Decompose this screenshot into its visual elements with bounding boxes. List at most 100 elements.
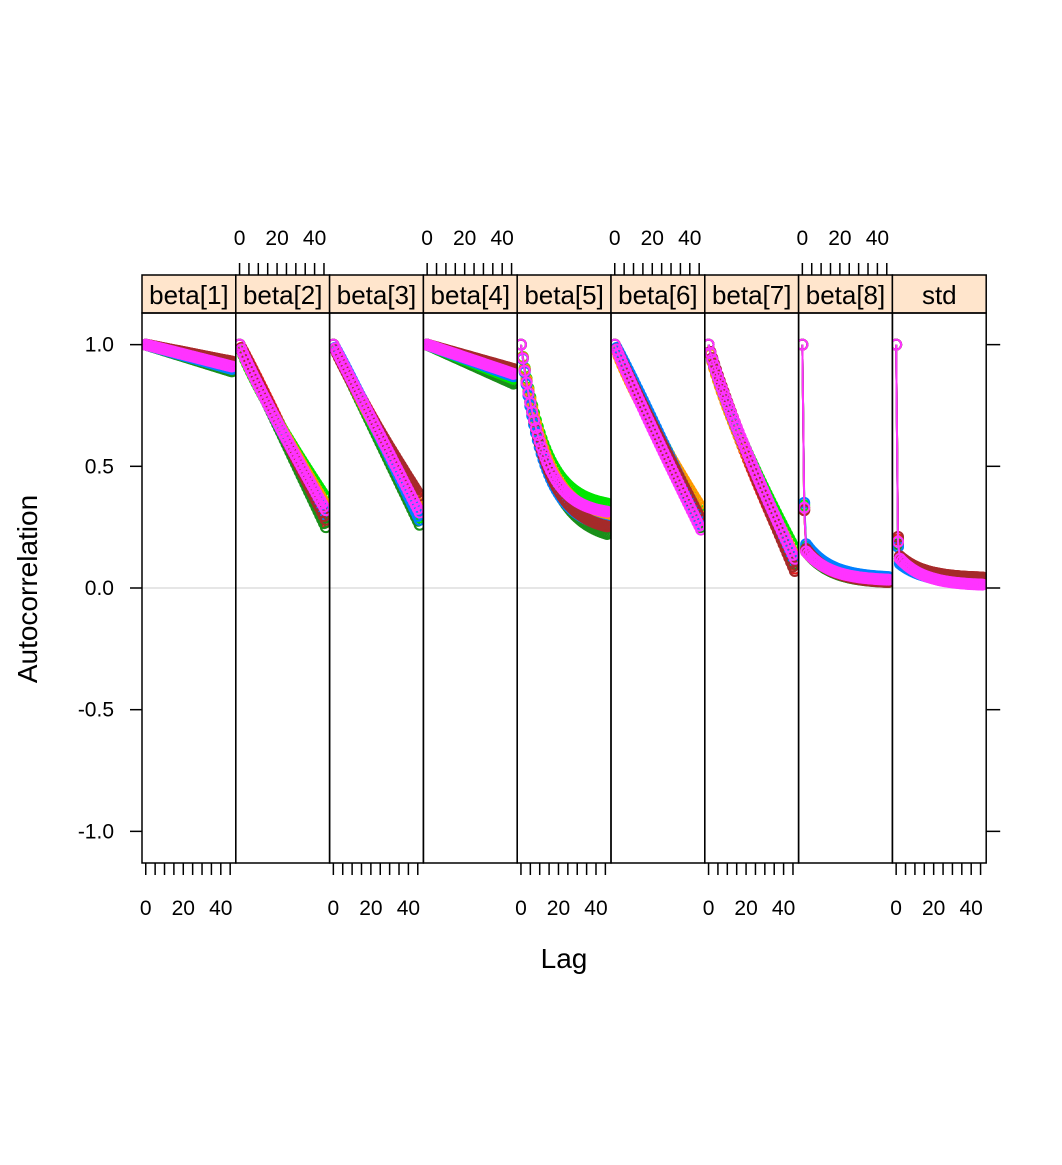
x-tick-label: 20 [359, 897, 382, 920]
chain-point [788, 552, 799, 565]
chain-point [695, 523, 705, 536]
chain-point [319, 521, 330, 534]
x-tick-label: 40 [584, 897, 607, 920]
x-tick-label: 20 [453, 227, 476, 250]
x-tick-label: 40 [772, 897, 795, 920]
y-tick-label: 1.0 [85, 334, 114, 357]
strip-label-beta[8]: beta[8] [806, 280, 886, 310]
panel-data [517, 338, 612, 540]
x-tick-label: 0 [890, 897, 902, 920]
chain-point [526, 406, 539, 419]
x-tick-label: 40 [866, 227, 889, 250]
chain-point [798, 338, 809, 351]
chain-point [713, 376, 726, 389]
strip-label-beta[1]: beta[1] [149, 280, 229, 310]
panel-beta[8]: beta[8] 0 20 40 [797, 227, 894, 864]
chain-point [708, 359, 721, 372]
chain-line [801, 344, 889, 581]
panel-beta[7]: beta[7] 0 20 40 [703, 274, 800, 920]
x-tick-label: 40 [303, 227, 326, 250]
chain-point [531, 428, 544, 441]
x-tick-label: 0 [328, 897, 340, 920]
x-tick-label: 0 [797, 227, 809, 250]
chain-line [895, 344, 983, 579]
panel-data [423, 338, 518, 390]
chain-point [528, 414, 541, 427]
chain-point [517, 338, 527, 351]
chain-line [895, 344, 983, 584]
chain-line [801, 344, 889, 579]
chain-point [529, 421, 542, 434]
x-tick-label: 20 [734, 897, 757, 920]
x-tick-label: 20 [172, 897, 195, 920]
chain-point [715, 381, 728, 394]
strip-label-beta[4]: beta[4] [431, 280, 511, 310]
chain-point [535, 441, 548, 454]
strip-background [797, 274, 894, 314]
strip-label-std: std [922, 280, 957, 310]
x-tick-label: 0 [703, 897, 715, 920]
panel-beta[3]: beta[3] 0 20 40 [328, 274, 425, 920]
chain-point [413, 506, 424, 519]
strip-background [141, 274, 237, 314]
chain-point [711, 371, 724, 384]
panel-data [798, 338, 893, 589]
y-axis-title: Autocorrelation [12, 495, 43, 683]
strip-label-beta[3]: beta[3] [337, 280, 417, 310]
chain-point [413, 513, 424, 526]
x-tick-label: 40 [209, 897, 232, 920]
chain-line [801, 344, 889, 581]
chain-point [226, 360, 236, 373]
x-tick-label: 40 [960, 897, 983, 920]
panel-data [704, 338, 799, 577]
chain-point [892, 338, 903, 351]
y-tick-label: 0.5 [85, 455, 114, 478]
x-tick-label: 40 [491, 227, 514, 250]
strip-background [422, 274, 518, 314]
x-tick-label: 40 [678, 227, 701, 250]
strip-label-beta[7]: beta[7] [712, 280, 792, 310]
x-axis-title: Lag [541, 943, 588, 974]
chain-point [704, 338, 715, 351]
x-tick-label: 20 [922, 897, 945, 920]
x-tick-label: 20 [547, 897, 570, 920]
panel-data [142, 338, 236, 378]
chain-point [706, 353, 719, 366]
strip-label-beta[2]: beta[2] [243, 280, 323, 310]
chain-point [601, 520, 612, 533]
panel-beta[6]: beta[6] 0 20 40 [609, 227, 706, 864]
chain-line [895, 344, 983, 581]
x-tick-label: 40 [397, 897, 420, 920]
chain-point [533, 435, 546, 448]
panel-data [611, 338, 705, 536]
chain-line [801, 344, 889, 581]
panel-data [329, 338, 424, 531]
y-tick-label: -0.5 [78, 699, 114, 722]
chain-point [601, 505, 612, 518]
chain-point [976, 578, 987, 591]
x-tick-label: 0 [140, 897, 152, 920]
panel-beta[2]: beta[2] 0 20 40 [234, 227, 331, 864]
x-tick-label: 20 [828, 227, 851, 250]
panel-beta[5]: beta[5] 0 20 40 [515, 274, 612, 920]
x-tick-label: 0 [234, 227, 246, 250]
y-tick-label: 0.0 [85, 577, 114, 600]
x-tick-label: 20 [641, 227, 664, 250]
panel-data [892, 338, 987, 591]
chain-line [895, 344, 983, 579]
panel-std: std 0 20 40 [890, 274, 987, 920]
chain-point [518, 364, 531, 377]
chain-point [319, 504, 330, 517]
chain-line [895, 344, 983, 582]
chain-point [507, 367, 518, 380]
axes-layer: -1.0 -0.5 0.0 0.5 1.0 [78, 334, 1001, 843]
strip-label-beta[6]: beta[6] [618, 280, 698, 310]
x-tick-label: 0 [515, 897, 527, 920]
strip-label-beta[5]: beta[5] [524, 280, 604, 310]
chain-point [710, 365, 723, 378]
y-tick-label: -1.0 [78, 820, 114, 843]
chain-line [895, 344, 983, 584]
